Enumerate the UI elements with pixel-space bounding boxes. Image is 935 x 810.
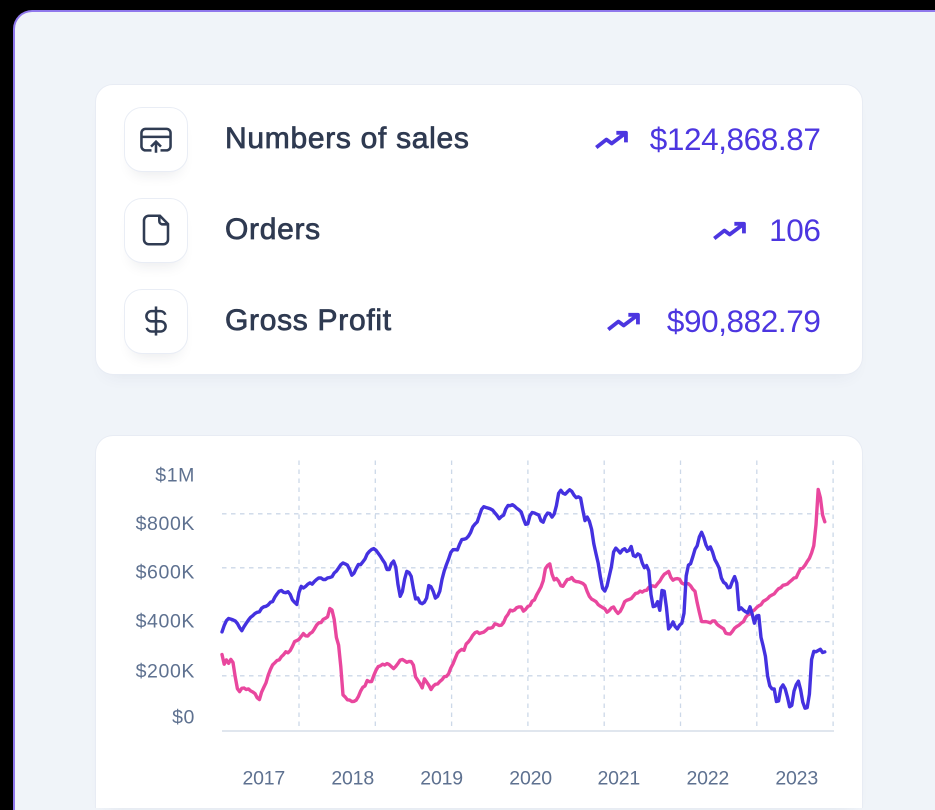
- svg-text:2018: 2018: [331, 768, 374, 790]
- svg-text:$400K: $400K: [136, 611, 195, 633]
- svg-text:$800K: $800K: [136, 513, 195, 535]
- svg-text:2020: 2020: [509, 768, 552, 790]
- svg-text:2023: 2023: [775, 768, 818, 790]
- svg-text:$1M: $1M: [155, 465, 195, 487]
- svg-text:2017: 2017: [243, 768, 286, 790]
- svg-text:$600K: $600K: [136, 562, 195, 584]
- svg-text:2022: 2022: [687, 768, 730, 790]
- svg-text:$200K: $200K: [136, 661, 195, 683]
- svg-text:2019: 2019: [420, 768, 463, 790]
- svg-text:$0: $0: [172, 707, 195, 729]
- svg-text:2021: 2021: [598, 768, 641, 790]
